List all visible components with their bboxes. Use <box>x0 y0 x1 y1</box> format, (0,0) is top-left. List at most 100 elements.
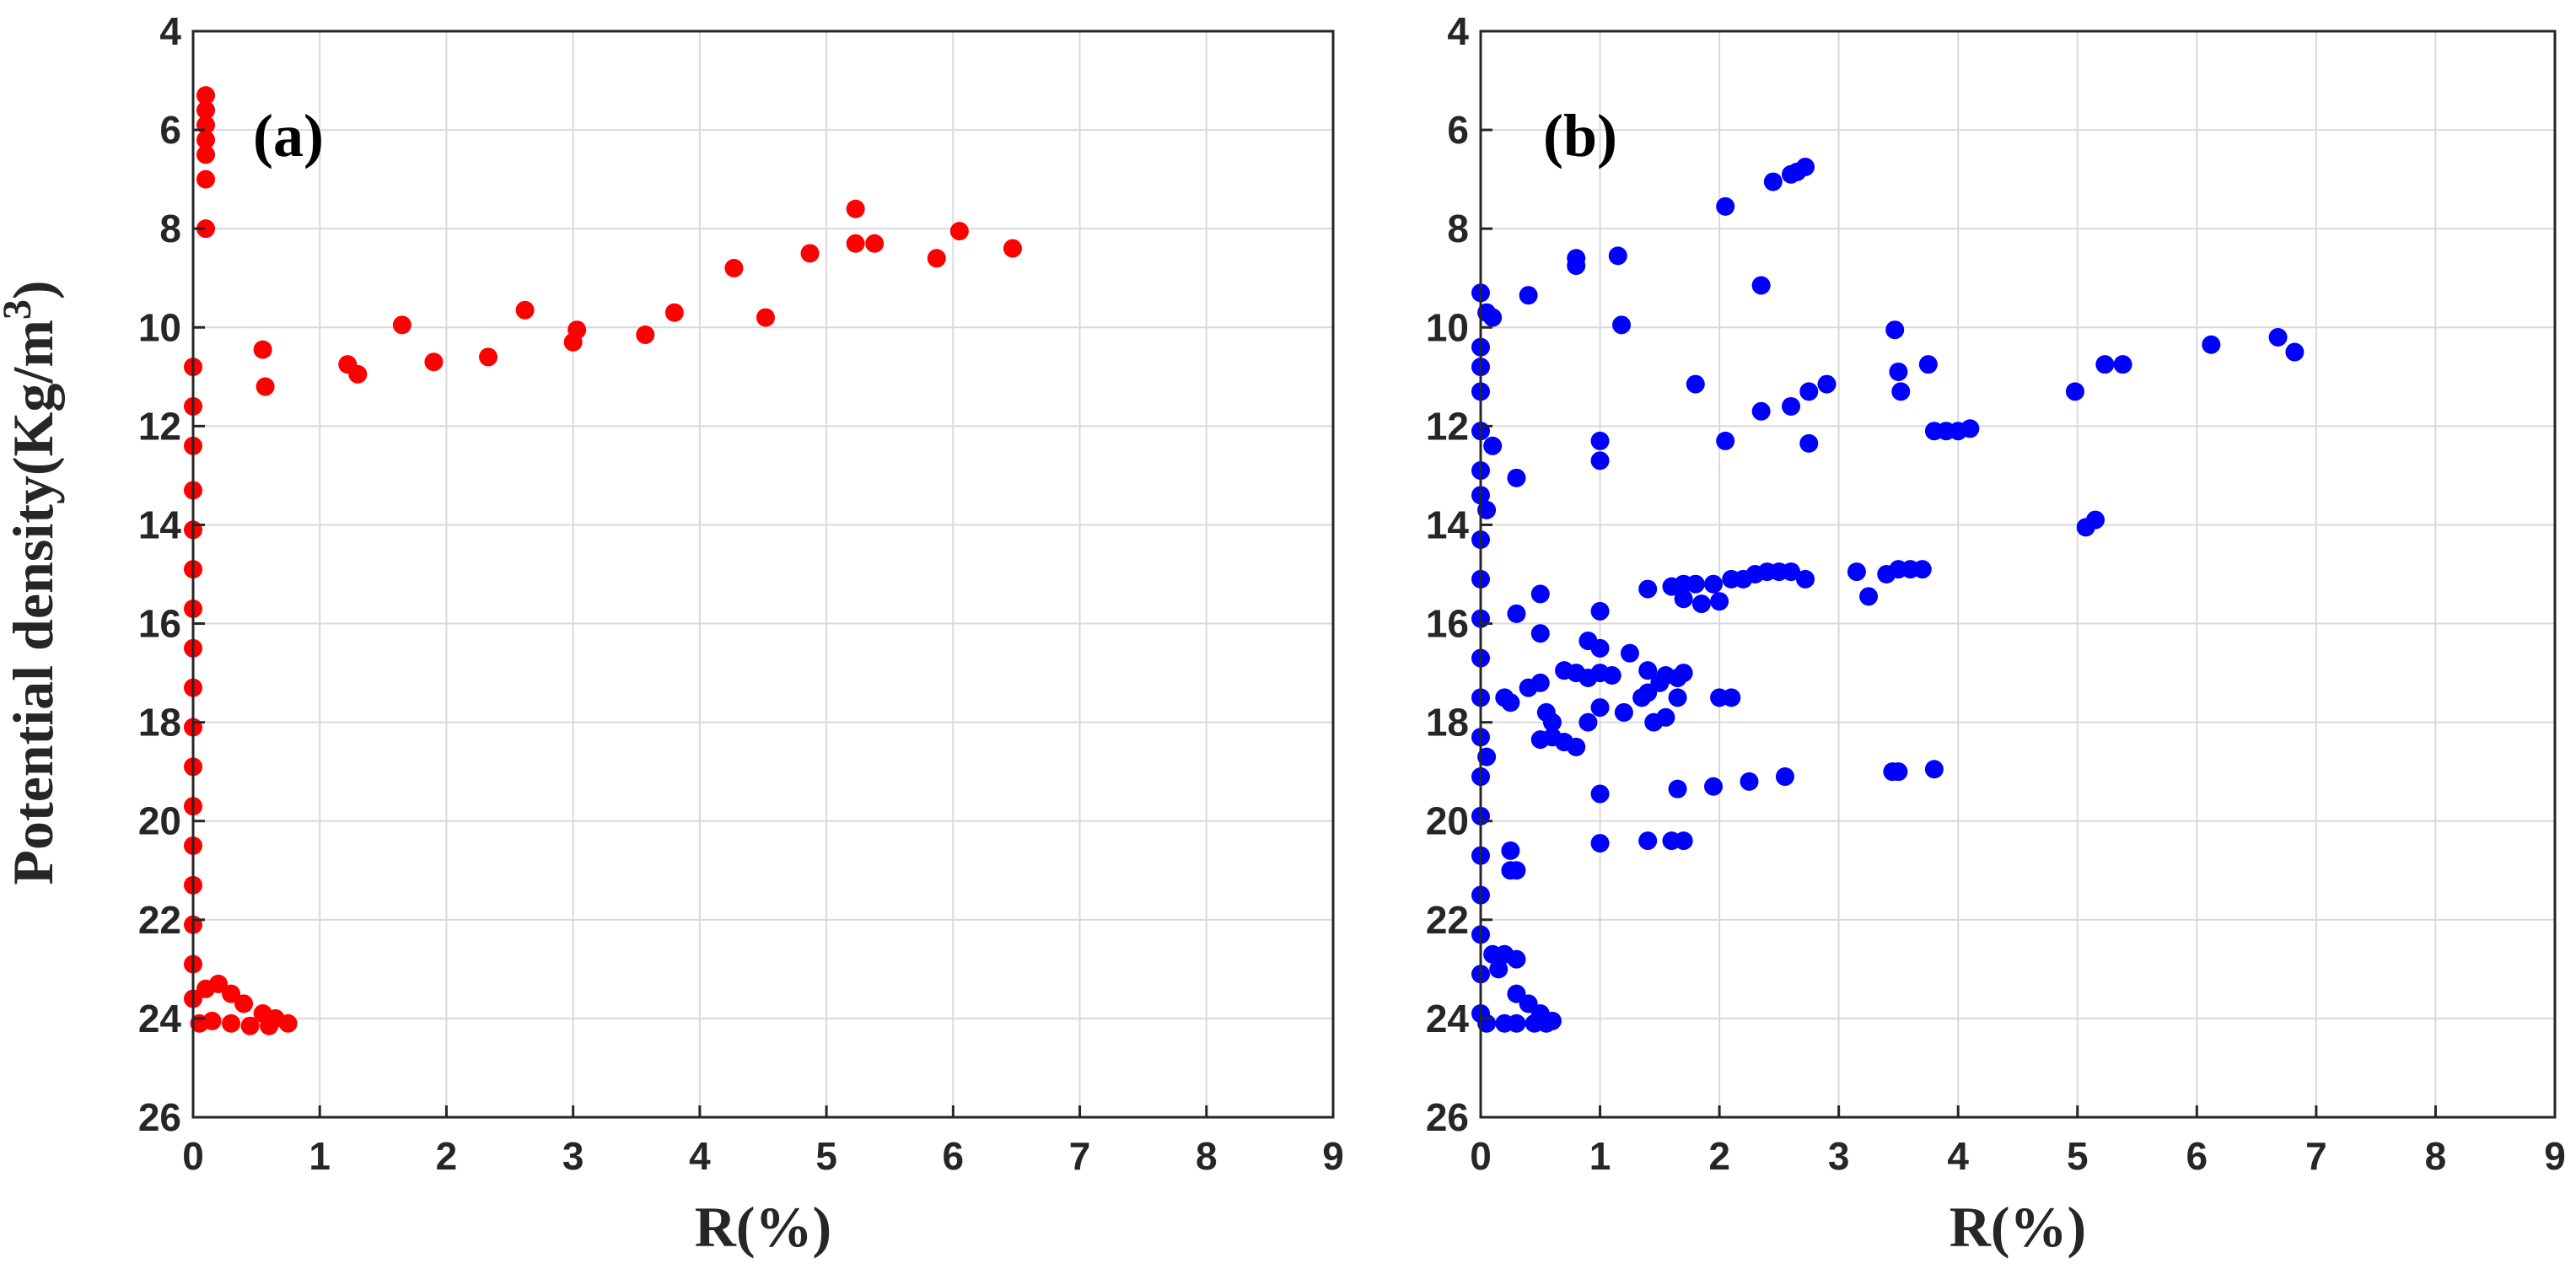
y-tick-label: 10 <box>1426 305 1469 349</box>
data-point <box>1638 661 1658 680</box>
data-point <box>2086 510 2105 530</box>
data-point <box>1859 587 1879 606</box>
data-point <box>1716 431 1735 450</box>
panel-b-points <box>1471 158 2304 1033</box>
x-tick-label: 0 <box>1470 1134 1492 1178</box>
y-tick-label: 8 <box>1447 207 1469 250</box>
y-tick-label: 16 <box>1426 602 1469 646</box>
data-point <box>1796 569 1815 589</box>
data-point <box>1519 286 1538 305</box>
data-point <box>1674 664 1693 683</box>
data-point <box>2268 327 2288 347</box>
panel-a-label: (a) <box>253 102 324 169</box>
data-point <box>1716 196 1735 216</box>
x-tick-label: 8 <box>1196 1134 1218 1178</box>
data-point <box>1751 276 1771 295</box>
data-point <box>196 219 216 239</box>
data-point <box>1567 256 1586 276</box>
y-tick-label: 12 <box>1426 404 1469 448</box>
data-point <box>1530 673 1550 692</box>
data-point <box>1501 841 1520 860</box>
data-point <box>196 86 216 105</box>
data-point <box>392 315 411 335</box>
panel-b-label: (b) <box>1543 102 1617 169</box>
data-point <box>1782 562 1801 582</box>
data-point <box>724 259 744 278</box>
data-point <box>1483 436 1503 455</box>
x-tick-label: 5 <box>815 1134 837 1178</box>
x-tick-label: 9 <box>2544 1134 2566 1178</box>
x-tick-label: 1 <box>309 1134 331 1178</box>
x-tick-label: 9 <box>1322 1134 1344 1178</box>
data-point <box>1817 374 1837 394</box>
data-point <box>1782 396 1801 416</box>
data-point <box>846 234 865 253</box>
data-point <box>1483 308 1503 327</box>
x-tick-label: 2 <box>436 1134 458 1178</box>
data-point <box>348 364 368 384</box>
data-point <box>1590 601 1610 621</box>
data-point <box>1686 574 1705 594</box>
data-point <box>1799 382 1819 401</box>
y-tick-label: 20 <box>1426 799 1469 843</box>
data-point <box>260 1016 279 1035</box>
x-tick-label: 0 <box>182 1134 204 1178</box>
panel-a-x-tick-labels: 0 1 2 3 4 5 6 7 8 9 <box>182 1134 1344 1178</box>
x-tick-label: 7 <box>2305 1134 2327 1178</box>
panel-b-x-axis-title: R(%) <box>1949 1195 2086 1259</box>
panel-a-points <box>184 86 1022 1035</box>
data-point <box>1796 158 1815 176</box>
data-point <box>222 1014 241 1033</box>
panel-a-y-axis-title: Potential density(Kg/m3) <box>0 280 65 885</box>
data-point <box>1799 433 1819 453</box>
panel-b-axes-frame <box>1479 30 2557 1119</box>
x-tick-label: 2 <box>1708 1134 1730 1178</box>
data-point <box>1918 355 1938 374</box>
data-point <box>1530 584 1550 604</box>
data-point <box>1691 594 1711 614</box>
data-point <box>1889 362 1908 381</box>
y-tick-label: 26 <box>1426 1095 1469 1139</box>
x-tick-label: 3 <box>562 1134 584 1178</box>
data-point <box>515 300 535 320</box>
panel-b-ticks <box>1479 30 2557 1119</box>
data-point <box>1674 831 1693 851</box>
y-tick-label: 22 <box>1426 898 1469 942</box>
data-point <box>1542 712 1562 732</box>
panel-a-y-tick-labels: 4 6 8 10 12 14 16 18 20 22 24 26 <box>138 9 182 1139</box>
data-point <box>240 1016 260 1035</box>
panel-a-axes-frame <box>191 30 1335 1119</box>
data-point <box>1489 960 1508 979</box>
y-tick-label: 16 <box>138 602 181 646</box>
data-point <box>2065 382 2084 401</box>
data-point <box>1590 784 1610 804</box>
data-point <box>927 249 946 268</box>
y-tick-label: 26 <box>138 1095 181 1139</box>
y-tick-label: 18 <box>1426 701 1469 745</box>
y-tick-label: 14 <box>138 503 182 546</box>
data-point <box>636 325 655 345</box>
y-tick-label: 14 <box>1426 503 1470 546</box>
data-point <box>1704 574 1724 594</box>
data-point <box>1740 772 1759 791</box>
data-point <box>1507 604 1526 623</box>
panel-b-grid <box>1480 30 2556 1118</box>
data-point <box>209 974 229 993</box>
data-point <box>1674 589 1693 609</box>
data-point <box>800 244 820 263</box>
y-tick-label: 4 <box>159 9 181 53</box>
data-point <box>1686 374 1705 394</box>
data-point <box>1751 401 1771 421</box>
data-point <box>1003 239 1022 258</box>
data-point <box>1590 431 1610 450</box>
data-point <box>222 984 241 1003</box>
data-point <box>2095 355 2115 374</box>
data-point <box>1722 688 1741 707</box>
data-point <box>1501 693 1520 712</box>
data-point <box>1710 592 1729 611</box>
data-point <box>234 994 254 1014</box>
data-point <box>949 222 969 241</box>
